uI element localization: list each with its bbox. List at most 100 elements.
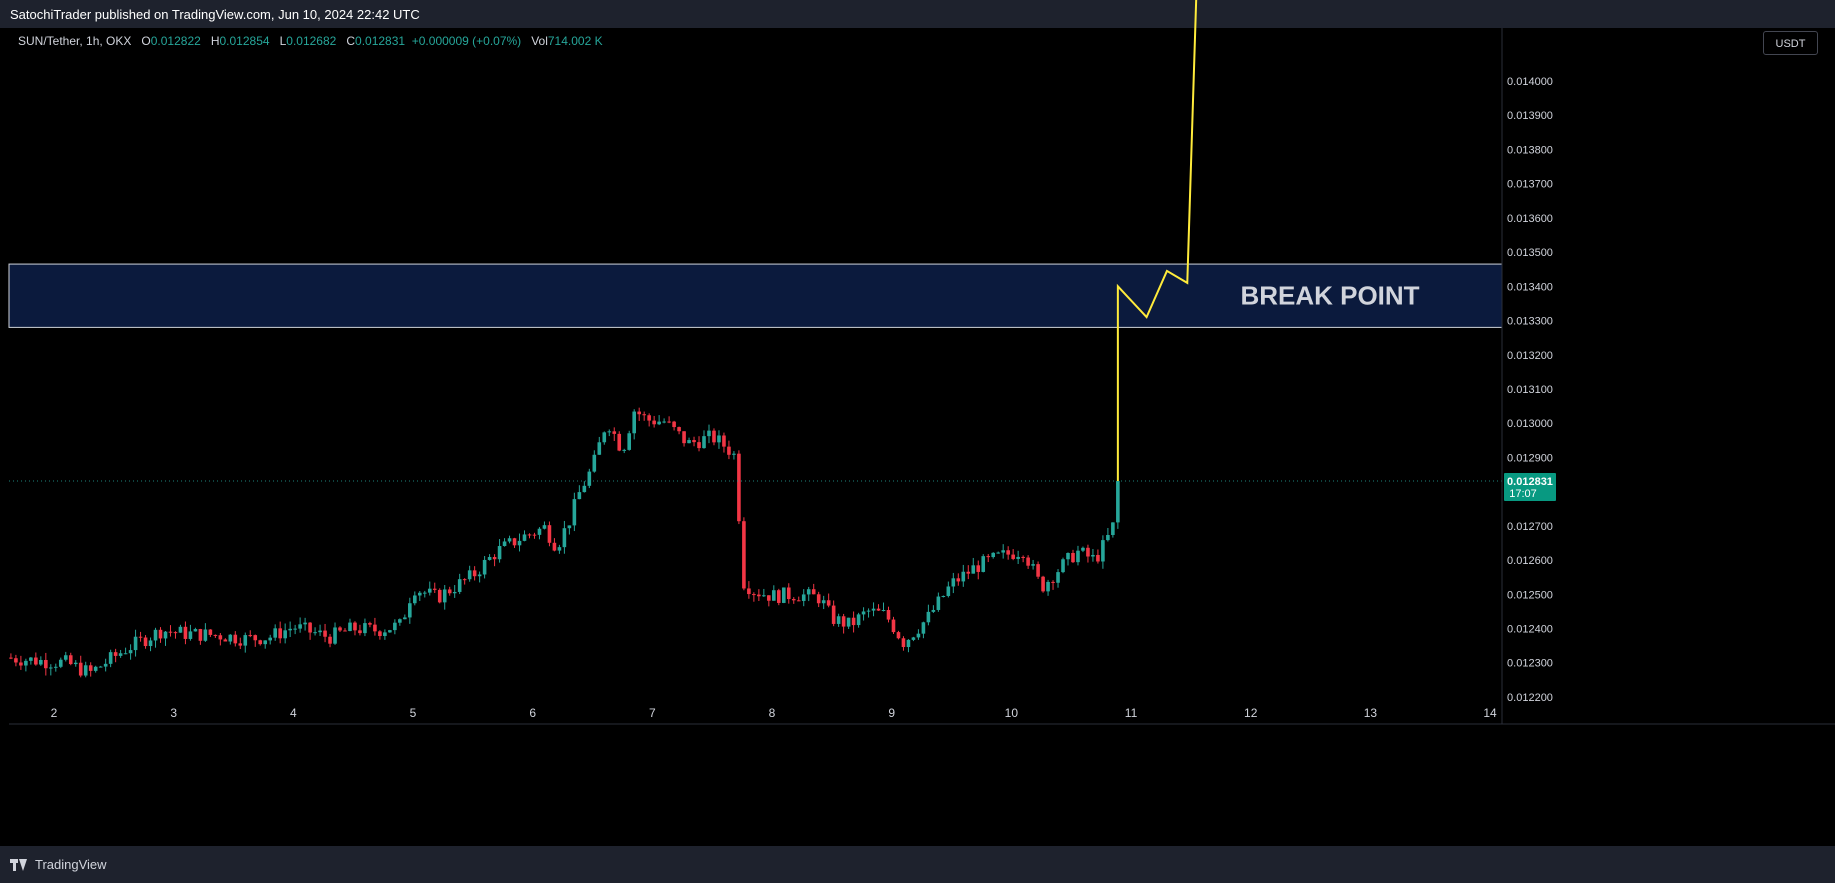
candle [323,623,327,643]
candle [587,468,592,489]
candle-body [1031,564,1035,566]
time-tick-label: 8 [769,706,776,720]
currency-button[interactable]: USDT [1763,31,1818,55]
open-label: O [141,34,151,48]
tradingview-logo[interactable]: TradingView [10,857,107,872]
candle-body [368,623,372,625]
candle [1021,555,1025,563]
candle [338,626,342,633]
candle [607,429,612,437]
time-axis: 2 3 4 5 6 7 8 9 10 11 12 13 14 [9,706,1835,725]
candle [1036,561,1040,579]
candle [667,416,671,424]
candle-body [737,453,741,522]
candle [452,585,457,598]
close-label: C [346,34,356,48]
candle [1086,544,1090,563]
candle-body [49,667,53,669]
candle-body [178,626,183,633]
candle-body [383,632,387,637]
candle-body [841,616,846,627]
price-tick-label: 0.012500 [1507,589,1553,601]
candle [722,432,726,453]
candle-body [1026,557,1030,566]
candle-body [891,619,896,633]
candle-body [78,662,83,676]
candle-body [627,433,632,450]
candle [757,589,761,602]
candle-body [781,587,786,603]
candle-body [936,596,941,610]
candle [821,595,826,610]
candle-body [1011,554,1015,559]
candle-body [662,421,666,423]
candle [173,631,178,639]
candle-body [976,565,981,572]
candle [24,658,28,672]
candle-body [707,430,711,437]
candle [1111,522,1115,538]
candle [941,595,946,598]
high-value: 0.012854 [219,34,270,48]
candle-body [313,632,317,634]
candle [1096,549,1100,564]
candle-body [896,632,901,639]
candle-body [956,578,961,582]
projection-path [1116,0,1198,482]
candle [228,634,233,645]
candle [363,618,367,637]
candle-body [283,630,287,639]
candle-body [702,436,706,449]
candle [642,411,646,421]
candle-body [587,471,592,486]
candle [457,573,462,595]
candle [14,654,18,667]
candle-body [482,559,487,575]
price-tick-label: 0.012300 [1507,658,1553,670]
candle [248,630,253,638]
candle-body [363,623,367,634]
candle [906,639,911,653]
price-tick-label: 0.012200 [1507,692,1553,704]
symbol-label[interactable]: SUN/Tether, 1h, OKX [18,34,132,48]
candle-body [248,635,253,637]
candle [1106,528,1110,542]
candle [682,431,686,447]
candle [383,629,387,640]
candle-body [1106,534,1110,541]
candle [1031,559,1035,570]
candles-layer [9,407,1120,678]
time-tick-label: 5 [410,706,417,720]
candle [672,420,676,431]
candle [851,611,856,633]
candle-body [123,653,128,655]
candle-body [233,634,238,644]
candle-body [517,540,522,546]
volume-label: Vol [531,34,548,48]
candle [243,632,248,653]
candle-body [971,565,976,574]
candle-body [403,617,407,620]
candle [946,581,951,598]
candle-body [333,627,337,644]
candle [811,583,816,595]
candle [971,557,976,574]
candle [293,624,297,635]
candle [1066,552,1070,566]
candle [527,533,532,539]
candle [108,649,113,668]
time-tick-label: 12 [1244,706,1258,720]
candle-body [926,611,931,623]
candle-body [462,579,467,581]
candle-body [343,630,347,632]
candle-body [522,534,527,541]
candle [253,634,258,647]
candle-body [1071,552,1075,563]
candle-body [278,628,282,639]
candle [772,585,776,601]
candle [901,636,906,651]
candle [373,617,377,636]
candle-body [393,622,397,631]
candle [547,521,552,547]
